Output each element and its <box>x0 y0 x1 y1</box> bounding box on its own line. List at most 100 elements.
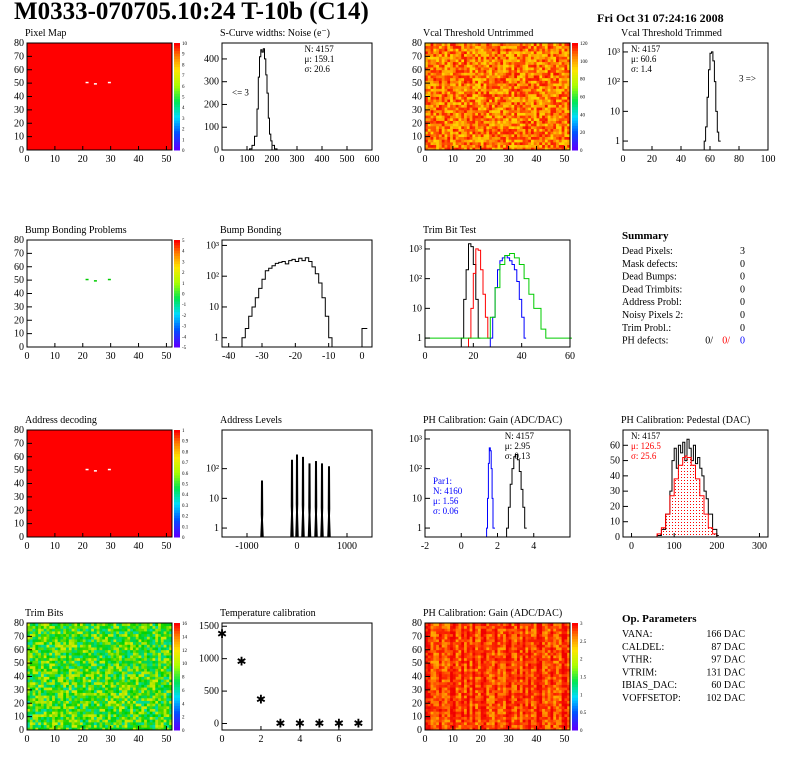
heatmap-cell <box>127 639 131 643</box>
heatmap-cell <box>158 689 162 693</box>
heatmap-cell <box>127 655 131 659</box>
heatmap-cell <box>519 144 523 148</box>
heatmap-cell <box>430 700 434 704</box>
heatmap-cell <box>533 56 537 60</box>
heatmap-cell <box>68 684 73 688</box>
heatmap-cell <box>494 147 498 151</box>
heatmap-cell <box>427 668 431 672</box>
heatmap-cell <box>96 716 100 720</box>
heatmap-cell <box>425 724 429 728</box>
heatmap-cell <box>441 123 445 127</box>
heatmap-cell <box>547 69 551 73</box>
heatmap-cell <box>110 695 114 699</box>
heatmap-cell <box>514 101 518 105</box>
heatmap-cell <box>547 64 551 68</box>
heatmap-cell <box>500 77 504 81</box>
heatmap-cell <box>561 80 565 84</box>
heatmap-cell <box>433 721 437 726</box>
heatmap-cell <box>43 649 47 653</box>
heatmap-cell <box>102 636 106 640</box>
heatmap-cell <box>519 61 523 65</box>
heatmap-cell <box>52 633 56 637</box>
heatmap-cell <box>544 115 549 119</box>
colorbar-segment <box>572 64 578 68</box>
heatmap-cell <box>483 61 487 65</box>
heatmap-cell <box>503 67 507 71</box>
heatmap-cell <box>547 136 551 140</box>
colorbar-segment <box>572 88 578 92</box>
heatmap-cell <box>93 700 98 704</box>
heatmap-cell <box>458 139 462 143</box>
heatmap-cell <box>480 59 484 63</box>
heatmap-cell <box>135 649 139 653</box>
heatmap-cell <box>436 51 440 55</box>
colorbar-segment <box>174 147 180 151</box>
heatmap-cell <box>79 623 84 627</box>
heatmap-cell <box>105 673 109 677</box>
heatmap-cell <box>32 657 36 661</box>
heatmap-cell <box>146 655 151 659</box>
colorbar-label: 0.6 <box>182 472 189 477</box>
heatmap-cell <box>60 636 64 640</box>
heatmap-cell <box>63 625 67 629</box>
panel-title: PH Calibration: Gain (ADC/DAC) <box>423 608 562 619</box>
heatmap-cell <box>567 67 571 71</box>
heatmap-cell <box>107 631 112 635</box>
heatmap-cell <box>525 99 529 103</box>
series-line <box>656 438 719 537</box>
heatmap-cell <box>519 139 523 143</box>
heatmap-cell <box>71 697 75 701</box>
heatmap-cell <box>113 655 117 659</box>
y-tick-label: 80 <box>14 425 24 436</box>
heatmap-cell <box>464 67 468 71</box>
heatmap-cell <box>461 48 465 52</box>
heatmap-cell <box>427 141 431 146</box>
heatmap-cell <box>68 657 73 661</box>
heatmap-cell <box>79 724 84 728</box>
heatmap-cell <box>135 668 139 672</box>
heatmap-cell <box>525 51 529 55</box>
heatmap-cell <box>60 649 64 653</box>
heatmap-cell <box>522 77 526 81</box>
heatmap-cell <box>464 99 468 103</box>
heatmap-cell <box>79 655 84 659</box>
heatmap-cell <box>79 676 84 680</box>
heatmap-cell <box>436 136 440 140</box>
heatmap-cell <box>88 695 92 699</box>
heatmap-cell <box>96 623 100 627</box>
heatmap-cell <box>146 671 151 675</box>
colorbar-segment <box>572 101 578 106</box>
heatmap-cell <box>77 644 81 648</box>
heatmap-cell <box>160 708 165 712</box>
heatmap-cell <box>105 628 109 632</box>
heatmap-cell <box>32 724 36 728</box>
heatmap-cell <box>430 93 434 97</box>
heatmap-cell <box>77 673 81 677</box>
heatmap-cell <box>564 93 568 97</box>
heatmap-cell <box>144 673 148 677</box>
heatmap-cell <box>556 125 560 129</box>
heatmap-cell <box>511 72 515 76</box>
heatmap-cell <box>105 639 109 643</box>
heatmap-cell <box>536 128 540 132</box>
heatmap-cell <box>497 43 501 47</box>
heatmap-cell <box>105 679 109 683</box>
heatmap-cell <box>466 101 471 105</box>
heatmap-cell <box>466 131 471 135</box>
heatmap-cell <box>169 705 173 709</box>
heatmap-cell <box>93 697 98 701</box>
heatmap-cell <box>166 708 170 712</box>
heatmap-cell <box>54 695 59 699</box>
heatmap-cell <box>93 623 98 627</box>
heatmap-cell <box>567 139 571 143</box>
y-tick-label: 70 <box>14 51 24 62</box>
heatmap-cell <box>135 657 139 661</box>
heatmap-cell <box>79 663 84 667</box>
heatmap-cell <box>88 631 92 635</box>
heatmap-cell <box>561 112 565 116</box>
heatmap-cell <box>511 115 515 119</box>
y-tick-label: 1 <box>417 523 422 534</box>
heatmap-cell <box>452 93 457 97</box>
heatmap-cell <box>74 676 78 680</box>
heatmap-cell <box>110 697 114 701</box>
